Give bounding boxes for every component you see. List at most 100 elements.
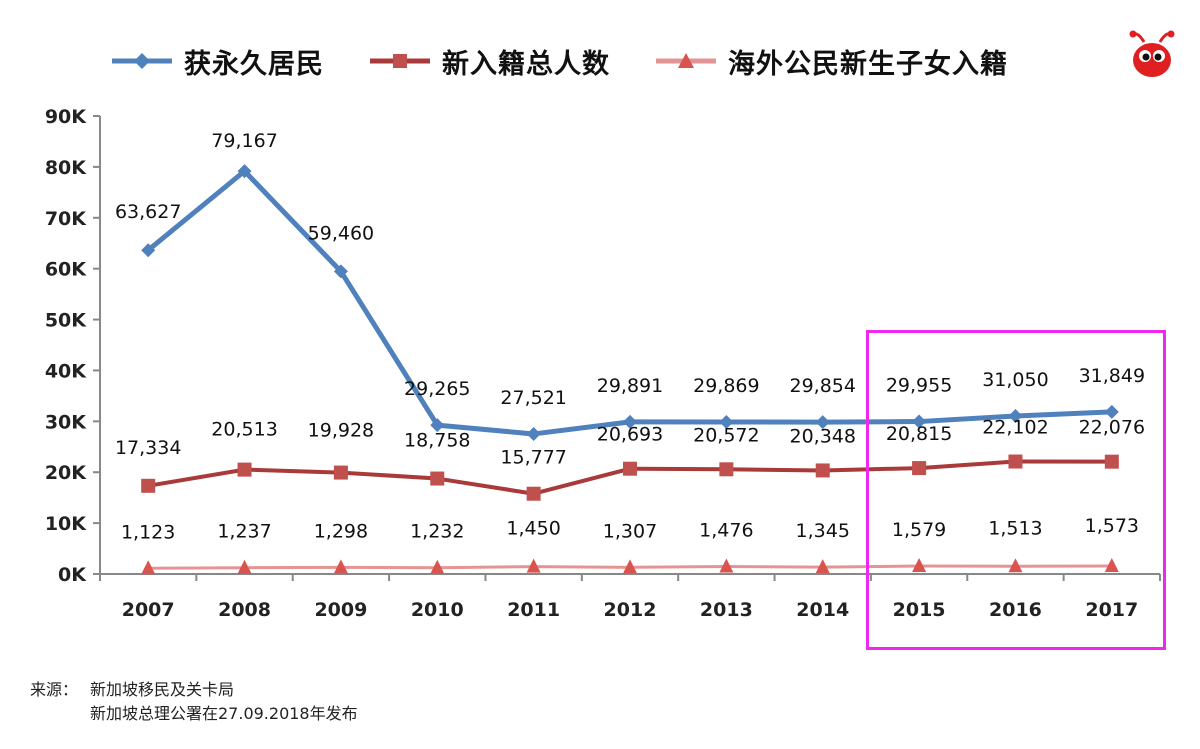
- legend-item-overseas-children: 海外公民新生子女入籍: [654, 42, 1008, 81]
- data-point-diamond: [333, 264, 348, 279]
- data-point-square: [1104, 454, 1119, 469]
- source-label: 来源：: [30, 680, 79, 699]
- data-label: 20,815: [886, 423, 952, 445]
- x-tick-label: 2007: [122, 599, 175, 621]
- data-label: 1,450: [506, 518, 560, 540]
- data-label: 31,050: [982, 369, 1048, 391]
- x-tick-label: 2015: [893, 599, 946, 621]
- data-point-triangle: [526, 558, 541, 573]
- source-note: 来源： 新加坡移民及关卡局 新加坡总理公署在27.09.2018年发布: [30, 678, 358, 726]
- data-label: 17,334: [115, 437, 181, 459]
- data-point-triangle: [1008, 558, 1023, 573]
- data-point-triangle: [623, 559, 637, 574]
- x-tick-label: 2008: [218, 599, 271, 621]
- source-line-2: 新加坡总理公署在27.09.2018年发布: [90, 704, 358, 723]
- red-ant-mascot-icon: [1129, 30, 1175, 77]
- data-point-triangle: [333, 559, 348, 574]
- x-tick-label: 2014: [796, 599, 849, 621]
- data-label: 27,521: [500, 387, 566, 409]
- legend-item-new-citizens: 新入籍总人数: [368, 42, 610, 81]
- data-point-diamond: [237, 164, 252, 179]
- legend-marker-square-icon: [370, 54, 430, 68]
- data-point-triangle: [912, 557, 927, 572]
- data-label: 29,891: [597, 375, 663, 397]
- data-point-triangle: [430, 559, 445, 574]
- y-tick-label: 90K: [45, 106, 87, 128]
- data-label: 63,627: [115, 201, 181, 223]
- chart-legend: 获永久居民 新入籍总人数 海外公民新生子女入籍: [110, 36, 1052, 86]
- y-tick-label: 80K: [45, 157, 87, 179]
- data-label: 29,869: [693, 375, 759, 397]
- data-label: 29,265: [404, 378, 470, 400]
- data-point-triangle: [141, 560, 156, 575]
- data-label: 20,513: [211, 419, 277, 441]
- data-point-diamond: [1008, 408, 1023, 423]
- data-label: 1,345: [796, 520, 850, 542]
- data-point-triangle: [1104, 557, 1119, 572]
- data-point-square: [333, 465, 348, 480]
- data-label: 19,928: [308, 420, 374, 442]
- y-tick-label: 60K: [45, 259, 87, 281]
- data-point-square: [623, 461, 637, 476]
- data-label: 15,777: [500, 447, 566, 469]
- data-point-diamond: [526, 426, 541, 441]
- x-tick-label: 2010: [411, 599, 464, 621]
- data-label: 1,579: [892, 519, 946, 541]
- highlight-box: [866, 330, 1166, 650]
- data-point-square: [237, 462, 252, 477]
- data-label: 1,513: [988, 517, 1042, 539]
- y-tick-label: 30K: [45, 411, 87, 433]
- data-label: 1,123: [121, 521, 175, 543]
- data-point-square: [1008, 454, 1023, 469]
- data-point-triangle: [815, 559, 830, 574]
- y-tick-label: 40K: [45, 360, 87, 382]
- data-point-square: [719, 462, 734, 477]
- y-tick-label: 70K: [45, 208, 87, 230]
- data-point-square: [912, 461, 927, 476]
- x-tick-label: 2016: [989, 599, 1042, 621]
- data-point-square: [526, 486, 541, 501]
- y-tick-label: 20K: [45, 462, 87, 484]
- data-label: 31,849: [1079, 365, 1145, 387]
- x-tick-label: 2011: [507, 599, 560, 621]
- data-label: 22,076: [1079, 417, 1145, 439]
- legend-label: 获永久居民: [184, 48, 324, 80]
- legend-label: 新入籍总人数: [442, 48, 610, 80]
- data-point-triangle: [719, 558, 734, 573]
- source-line-1: 新加坡移民及关卡局: [90, 680, 235, 699]
- y-tick-label: 0K: [58, 564, 87, 586]
- data-label: 1,307: [603, 520, 657, 542]
- data-point-diamond: [719, 414, 734, 429]
- data-label: 1,573: [1085, 515, 1139, 537]
- x-tick-label: 2017: [1085, 599, 1138, 621]
- x-tick-label: 2012: [604, 599, 657, 621]
- data-point-diamond: [912, 414, 927, 429]
- data-point-diamond: [430, 418, 445, 433]
- data-label: 20,572: [693, 424, 759, 446]
- data-label: 22,102: [982, 417, 1048, 439]
- data-label: 1,232: [410, 521, 464, 543]
- data-point-diamond: [141, 243, 156, 258]
- data-point-square: [815, 463, 830, 478]
- data-label: 1,476: [699, 519, 753, 541]
- data-point-triangle: [237, 559, 252, 574]
- x-tick-label: 2009: [314, 599, 367, 621]
- data-point-square: [141, 478, 156, 493]
- data-label: 1,298: [314, 520, 368, 542]
- data-label: 29,854: [789, 375, 855, 397]
- data-label: 1,237: [217, 521, 271, 543]
- y-tick-label: 10K: [45, 513, 87, 535]
- legend-marker-diamond-icon: [112, 53, 172, 69]
- data-point-diamond: [815, 415, 830, 430]
- data-point-square: [430, 471, 445, 486]
- legend-label: 海外公民新生子女入籍: [728, 48, 1008, 80]
- data-label: 20,693: [597, 424, 663, 446]
- data-label: 29,955: [886, 375, 952, 397]
- x-tick-label: 2013: [700, 599, 753, 621]
- data-point-diamond: [1104, 404, 1119, 419]
- line-chart: 0K 10K 20K 30K 40K 50K 60K 70K 80K 90K 2007 2008 200…: [45, 106, 1161, 621]
- data-label: 79,167: [211, 130, 277, 152]
- y-tick-label: 50K: [45, 310, 87, 332]
- data-point-diamond: [623, 414, 637, 429]
- legend-marker-triangle-icon: [656, 53, 716, 68]
